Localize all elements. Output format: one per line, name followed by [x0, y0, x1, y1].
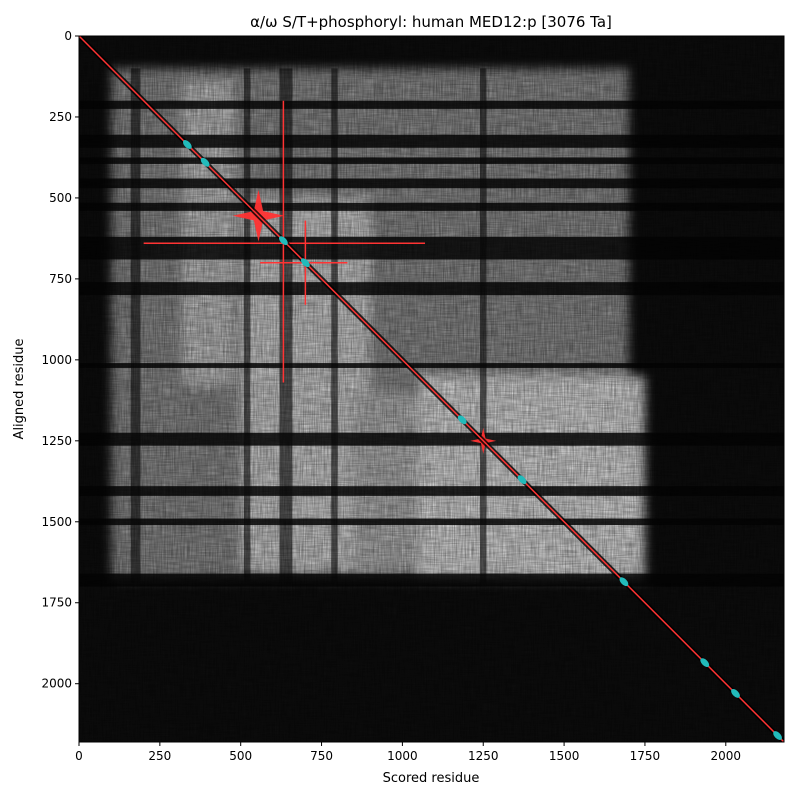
diagonal [79, 36, 784, 742]
x-tick-label-5: 1250 [468, 749, 499, 763]
y-tick-label-4: 1000 [41, 353, 72, 367]
x-tick-label-8: 2000 [711, 749, 742, 763]
plot-frame [78, 35, 785, 743]
chart-title: α/ω S/T+phosphoryl: human MED12:p [3076 … [250, 13, 612, 31]
x-axis-label: Scored residue [383, 771, 480, 786]
y-tick-label-3: 750 [49, 272, 72, 286]
diagonal-line [79, 36, 784, 742]
y-axis-label: Aligned residue [12, 339, 27, 440]
y-tick-label-5: 1250 [41, 434, 72, 448]
x-tick-label-1: 250 [148, 749, 171, 763]
y-tick-label-0: 0 [64, 29, 72, 43]
y-axis: 0 250 500 750 1000 1250 1500 1750 2000 [41, 29, 79, 691]
marker-0 [182, 140, 192, 149]
x-axis: 0 250 500 750 1000 1250 1500 1750 2000 [75, 742, 741, 763]
y-tick-label-8: 2000 [41, 677, 72, 691]
x-tick-label-3: 750 [310, 749, 333, 763]
marker-5 [517, 475, 527, 485]
marker-4 [457, 415, 467, 425]
marker-6 [619, 577, 629, 587]
x-tick-label-7: 1750 [630, 749, 661, 763]
marker-3 [300, 258, 310, 268]
marker-8 [731, 688, 740, 698]
marker-2 [278, 236, 288, 246]
x-tick-label-4: 1000 [387, 749, 418, 763]
marker-9 [773, 731, 782, 740]
y-tick-label-1: 250 [49, 110, 72, 124]
y-tick-label-6: 1500 [41, 515, 72, 529]
marker-1 [200, 157, 210, 167]
markers [182, 140, 782, 740]
x-tick-label-2: 500 [229, 749, 252, 763]
marker-7 [700, 658, 710, 668]
plot-area [79, 36, 784, 742]
x-tick-label-0: 0 [75, 749, 83, 763]
y-tick-label-2: 500 [49, 191, 72, 205]
x-tick-label-6: 1500 [549, 749, 580, 763]
y-tick-label-7: 1750 [41, 596, 72, 610]
